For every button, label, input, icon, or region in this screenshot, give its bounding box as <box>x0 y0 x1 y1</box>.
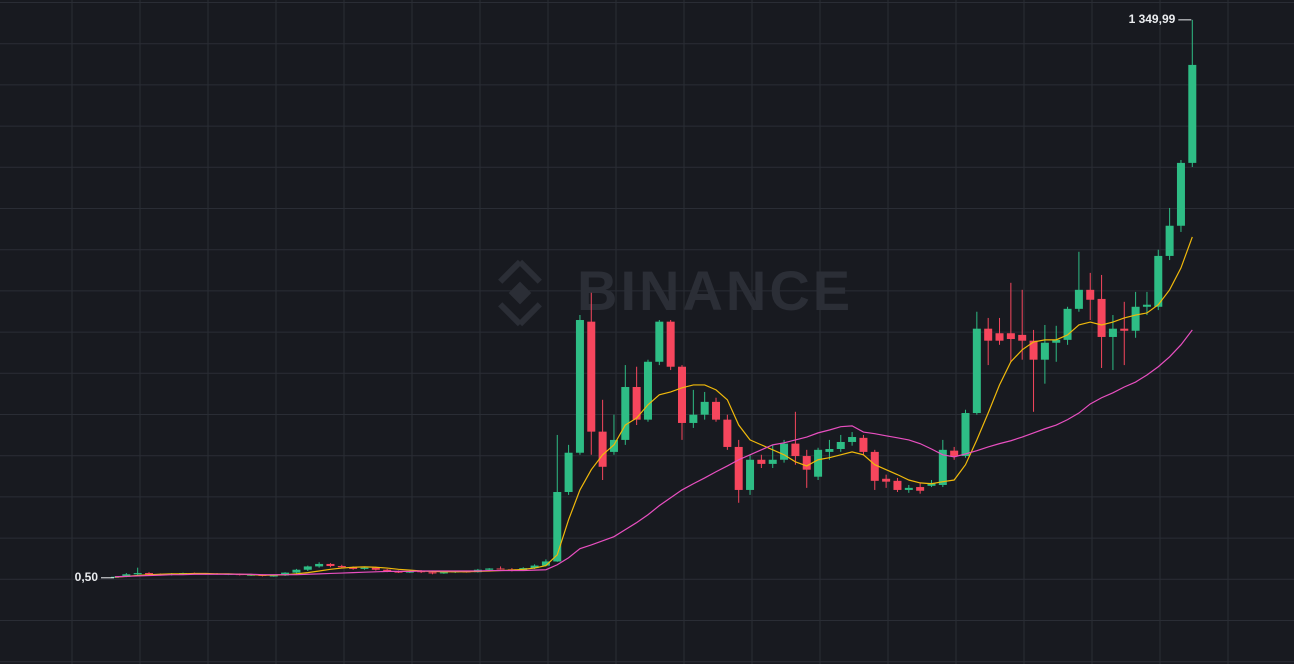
candle-body <box>337 566 346 568</box>
candle-body <box>145 573 154 575</box>
candle-body <box>1040 342 1049 360</box>
candle-body <box>439 572 448 574</box>
candle-body <box>1052 339 1061 343</box>
candle-body <box>383 569 392 572</box>
moving-average-line <box>114 329 1193 578</box>
candle-body <box>553 492 562 562</box>
candle-body <box>541 561 550 566</box>
candle-body <box>428 572 437 574</box>
price-marker-label: 0,50 <box>75 570 99 584</box>
candle-body <box>326 563 335 567</box>
candle-body <box>791 443 800 457</box>
candle-body <box>1154 255 1163 307</box>
candle-body <box>371 567 380 570</box>
candle-body <box>417 570 426 573</box>
candle-body <box>1063 308 1072 340</box>
candle-body <box>1176 162 1185 226</box>
candle-body <box>961 413 970 457</box>
candle-body <box>950 450 959 457</box>
candle-body <box>303 566 312 570</box>
watermark-text: BINANCE <box>577 259 853 322</box>
candle-body <box>927 482 936 486</box>
candle-body <box>122 574 131 577</box>
candle-body <box>632 386 641 420</box>
candle-body <box>496 568 505 570</box>
candle-body <box>269 575 278 577</box>
candle-body <box>938 449 947 485</box>
candle-body <box>1165 225 1174 256</box>
candle-body <box>1188 64 1197 163</box>
candle-body <box>836 441 845 450</box>
candle-body <box>281 572 290 576</box>
candle-body <box>780 443 789 460</box>
candle-body <box>984 328 993 341</box>
candle-body <box>111 576 119 578</box>
candle-body <box>746 459 755 490</box>
candle-body <box>315 563 324 567</box>
candle-body <box>1142 304 1151 307</box>
candle-body <box>1029 340 1038 360</box>
candle-body <box>587 321 596 432</box>
price-marker-label: 1 349,99 <box>1129 12 1176 26</box>
candle-body <box>882 478 891 482</box>
candle-body <box>825 449 834 452</box>
candle-body <box>575 320 584 453</box>
candle-body <box>870 451 879 481</box>
candle-body <box>666 321 675 367</box>
candle-body <box>485 568 494 570</box>
candle-body <box>1006 333 1015 340</box>
candle-body <box>916 487 925 491</box>
candle-body <box>1097 298 1106 337</box>
candle-body <box>394 571 403 573</box>
candle-body <box>848 437 857 442</box>
candle-body <box>757 459 766 464</box>
candle-body <box>700 401 709 415</box>
candle-body <box>655 321 664 362</box>
candle-body <box>723 419 732 447</box>
candle-body <box>995 333 1004 341</box>
candle-body <box>814 449 823 477</box>
candle-body <box>678 366 686 423</box>
candle-body <box>1086 289 1095 300</box>
candle-body <box>133 573 142 575</box>
candle-body <box>802 456 811 470</box>
candle-body <box>621 386 630 440</box>
candle-body <box>530 565 539 569</box>
candle-body <box>564 452 573 493</box>
candle-body <box>360 567 369 569</box>
candle-body <box>904 487 913 490</box>
candle-body <box>1131 306 1140 331</box>
candle-body <box>609 439 618 452</box>
candle-body <box>768 459 777 464</box>
candle-body <box>972 328 981 414</box>
candle-body <box>859 437 868 452</box>
candle-body <box>643 361 652 420</box>
candle-body <box>1108 328 1117 337</box>
candle-body <box>734 446 743 490</box>
moving-average-line <box>114 236 1193 578</box>
candles <box>111 19 1197 578</box>
candle-body <box>1018 334 1027 341</box>
candle-body <box>598 431 607 467</box>
candle-body <box>292 569 301 573</box>
candle-body <box>893 480 902 490</box>
candle-body <box>712 401 721 420</box>
candle-body <box>349 567 358 569</box>
candle-body <box>1074 289 1083 309</box>
candle-body <box>1120 328 1129 331</box>
candle-body <box>689 414 698 423</box>
